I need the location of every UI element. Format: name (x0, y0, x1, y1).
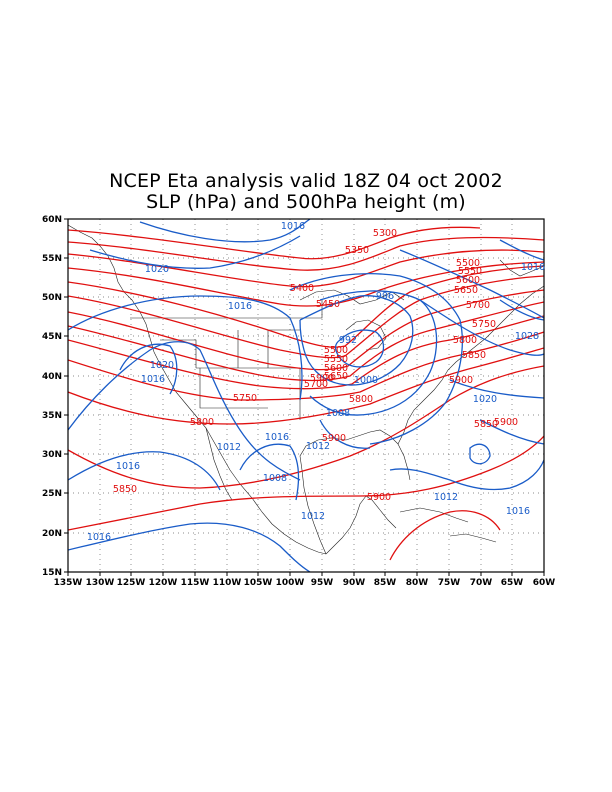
height-contours (68, 226, 544, 561)
slp-label: 1016 (87, 532, 111, 543)
height-label: 5650 (324, 371, 348, 382)
lon-label-125w: 125W (117, 578, 146, 588)
coastlines (68, 224, 544, 555)
height-label: 5350 (345, 245, 369, 256)
height-label: 5900 (367, 492, 391, 503)
lon-label-130w: 130W (86, 578, 115, 588)
lat-label-45n: 45N (42, 332, 62, 342)
height-label: 5800 (349, 394, 373, 405)
lon-label-115w: 115W (181, 578, 210, 588)
height-label: 5650 (454, 285, 478, 296)
slp-label: 1012 (217, 442, 241, 453)
lon-label-85w: 85W (374, 578, 397, 588)
lat-label-60n: 60N (42, 215, 62, 225)
height-label: 5550 (458, 266, 482, 277)
lon-label-65w: 65W (501, 578, 524, 588)
map-title-line1: NCEP Eta analysis valid 18Z 04 oct 2002 (109, 170, 503, 192)
height-label: 5850 (462, 350, 486, 361)
height-label: 5700 (304, 379, 328, 390)
slp-label: 1028 (515, 331, 539, 342)
slp-label: 996 (376, 291, 394, 302)
lon-label-80w: 80W (406, 578, 429, 588)
lat-label-15n: 15N (42, 568, 62, 578)
slp-label: 1016 (281, 221, 305, 232)
slp-label: 1008 (326, 408, 350, 419)
lat-label-35n: 35N (42, 411, 62, 421)
slp-label: 1016 (521, 262, 545, 273)
height-label: 5450 (316, 299, 340, 310)
slp-label: 1020 (473, 394, 497, 405)
map-frame (67, 218, 545, 573)
slp-label: 1012 (306, 441, 330, 452)
lon-label-75w: 75W (438, 578, 461, 588)
lon-label-70w: 70W (470, 578, 493, 588)
height-label: 5500 (456, 258, 480, 269)
lon-label-110w: 110W (213, 578, 242, 588)
height-label: 5600 (456, 275, 480, 286)
slp-label: 1008 (263, 473, 287, 484)
lon-label-120w: 120W (149, 578, 178, 588)
slp-label: 1012 (301, 511, 325, 522)
height-label: 5800 (190, 417, 214, 428)
lon-label-135w: 135W (54, 578, 83, 588)
slp-isobars (68, 219, 544, 572)
slp-label: 1016 (116, 461, 140, 472)
height-label: 5550 (324, 354, 348, 365)
height-label: 5750 (233, 393, 257, 404)
slp-label: 1020 (145, 264, 169, 275)
height-label: 5850 (113, 484, 137, 495)
map-title-line2: SLP (hPa) and 500hPa height (m) (146, 191, 466, 213)
height-label: 5900 (494, 417, 518, 428)
lat-label-50n: 50N (42, 293, 62, 303)
slp-label: 1016 (506, 506, 530, 517)
height-label: 5900 (310, 373, 334, 384)
lat-label-30n: 30N (42, 450, 62, 460)
slp-label: 1000 (354, 375, 378, 386)
slp-label: 1016 (141, 374, 165, 385)
lon-label-60w: 60W (533, 578, 556, 588)
slp-label: 992 (339, 335, 357, 346)
height-label: 5500 (324, 345, 348, 356)
height-label: 5900 (322, 433, 346, 444)
height-label: 5300 (373, 228, 397, 239)
height-label: 5850 (474, 419, 498, 430)
slp-label: 1012 (434, 492, 458, 503)
lat-label-25n: 25N (42, 489, 62, 499)
height-label: 5900 (449, 375, 473, 386)
slp-label: 1016 (265, 432, 289, 443)
lat-label-20n: 20N (42, 529, 62, 539)
lat-label-55n: 55N (42, 254, 62, 264)
lon-label-105w: 105W (244, 578, 273, 588)
height-label: 5400 (290, 283, 314, 294)
lon-label-95w: 95W (311, 578, 334, 588)
slp-label: 1016 (228, 301, 252, 312)
lon-label-90w: 90W (343, 578, 366, 588)
height-label: 5800 (453, 335, 477, 346)
slp-label: 1020 (150, 360, 174, 371)
height-label: 5700 (466, 300, 490, 311)
height-label: 5750 (472, 319, 496, 330)
lon-label-100w: 100W (276, 578, 305, 588)
height-label: 5600 (324, 363, 348, 374)
lat-label-40n: 40N (42, 372, 62, 382)
